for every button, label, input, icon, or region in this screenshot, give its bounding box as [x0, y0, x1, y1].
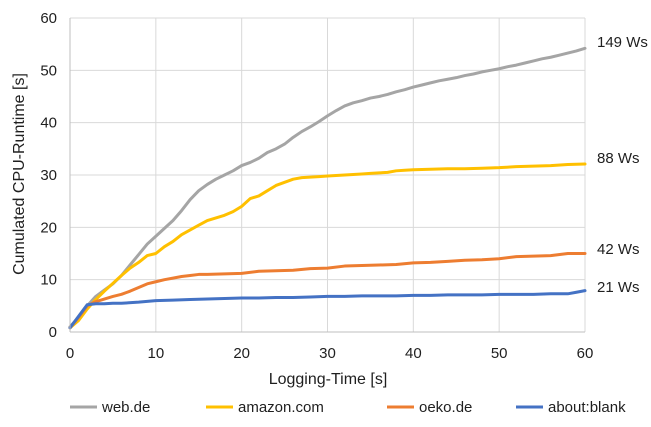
chart-end-labels: 149 Ws 88 Ws 42 Ws 21 Ws — [597, 34, 648, 296]
x-tick-label: 0 — [66, 345, 74, 362]
y-tick-label: 20 — [40, 219, 57, 236]
x-tick-label: 20 — [233, 345, 250, 362]
series-line-amazon-com — [68, 162, 587, 330]
legend-label: web.de — [101, 399, 150, 416]
y-tick-label: 50 — [40, 62, 57, 79]
series-end-label: 149 Ws — [597, 34, 648, 51]
series-line-about-blank — [68, 289, 587, 330]
x-axis-title: Logging-Time [s] — [269, 371, 388, 388]
y-tick-label: 40 — [40, 115, 57, 132]
x-tick-label: 10 — [147, 345, 164, 362]
x-tick-label: 30 — [319, 345, 336, 362]
y-axis-title: Cumulated CPU-Runtime [s] — [11, 73, 28, 275]
series-end-label: 88 Ws — [597, 150, 640, 167]
y-tick-label: 60 — [40, 10, 57, 27]
chart-legend: web.de amazon.com oeko.de about:blank — [70, 399, 626, 416]
series-end-label: 21 Ws — [597, 279, 640, 296]
chart-series-lines — [68, 46, 587, 330]
legend-label: about:blank — [548, 399, 626, 416]
y-tick-label: 0 — [49, 324, 57, 341]
chart-axes: 0 10 20 30 40 50 60 0 10 20 30 40 50 60 — [40, 10, 593, 362]
y-tick-label: 10 — [40, 272, 57, 289]
chart-gridlines — [70, 17, 586, 332]
legend-label: amazon.com — [238, 399, 324, 416]
series-line-oeko-de — [68, 252, 587, 330]
x-tick-label: 60 — [577, 345, 594, 362]
x-tick-label: 50 — [491, 345, 508, 362]
legend-label: oeko.de — [419, 399, 472, 416]
series-line-web-de — [68, 46, 587, 329]
y-tick-label: 30 — [40, 167, 57, 184]
x-tick-label: 40 — [405, 345, 422, 362]
series-end-label: 42 Ws — [597, 241, 640, 258]
